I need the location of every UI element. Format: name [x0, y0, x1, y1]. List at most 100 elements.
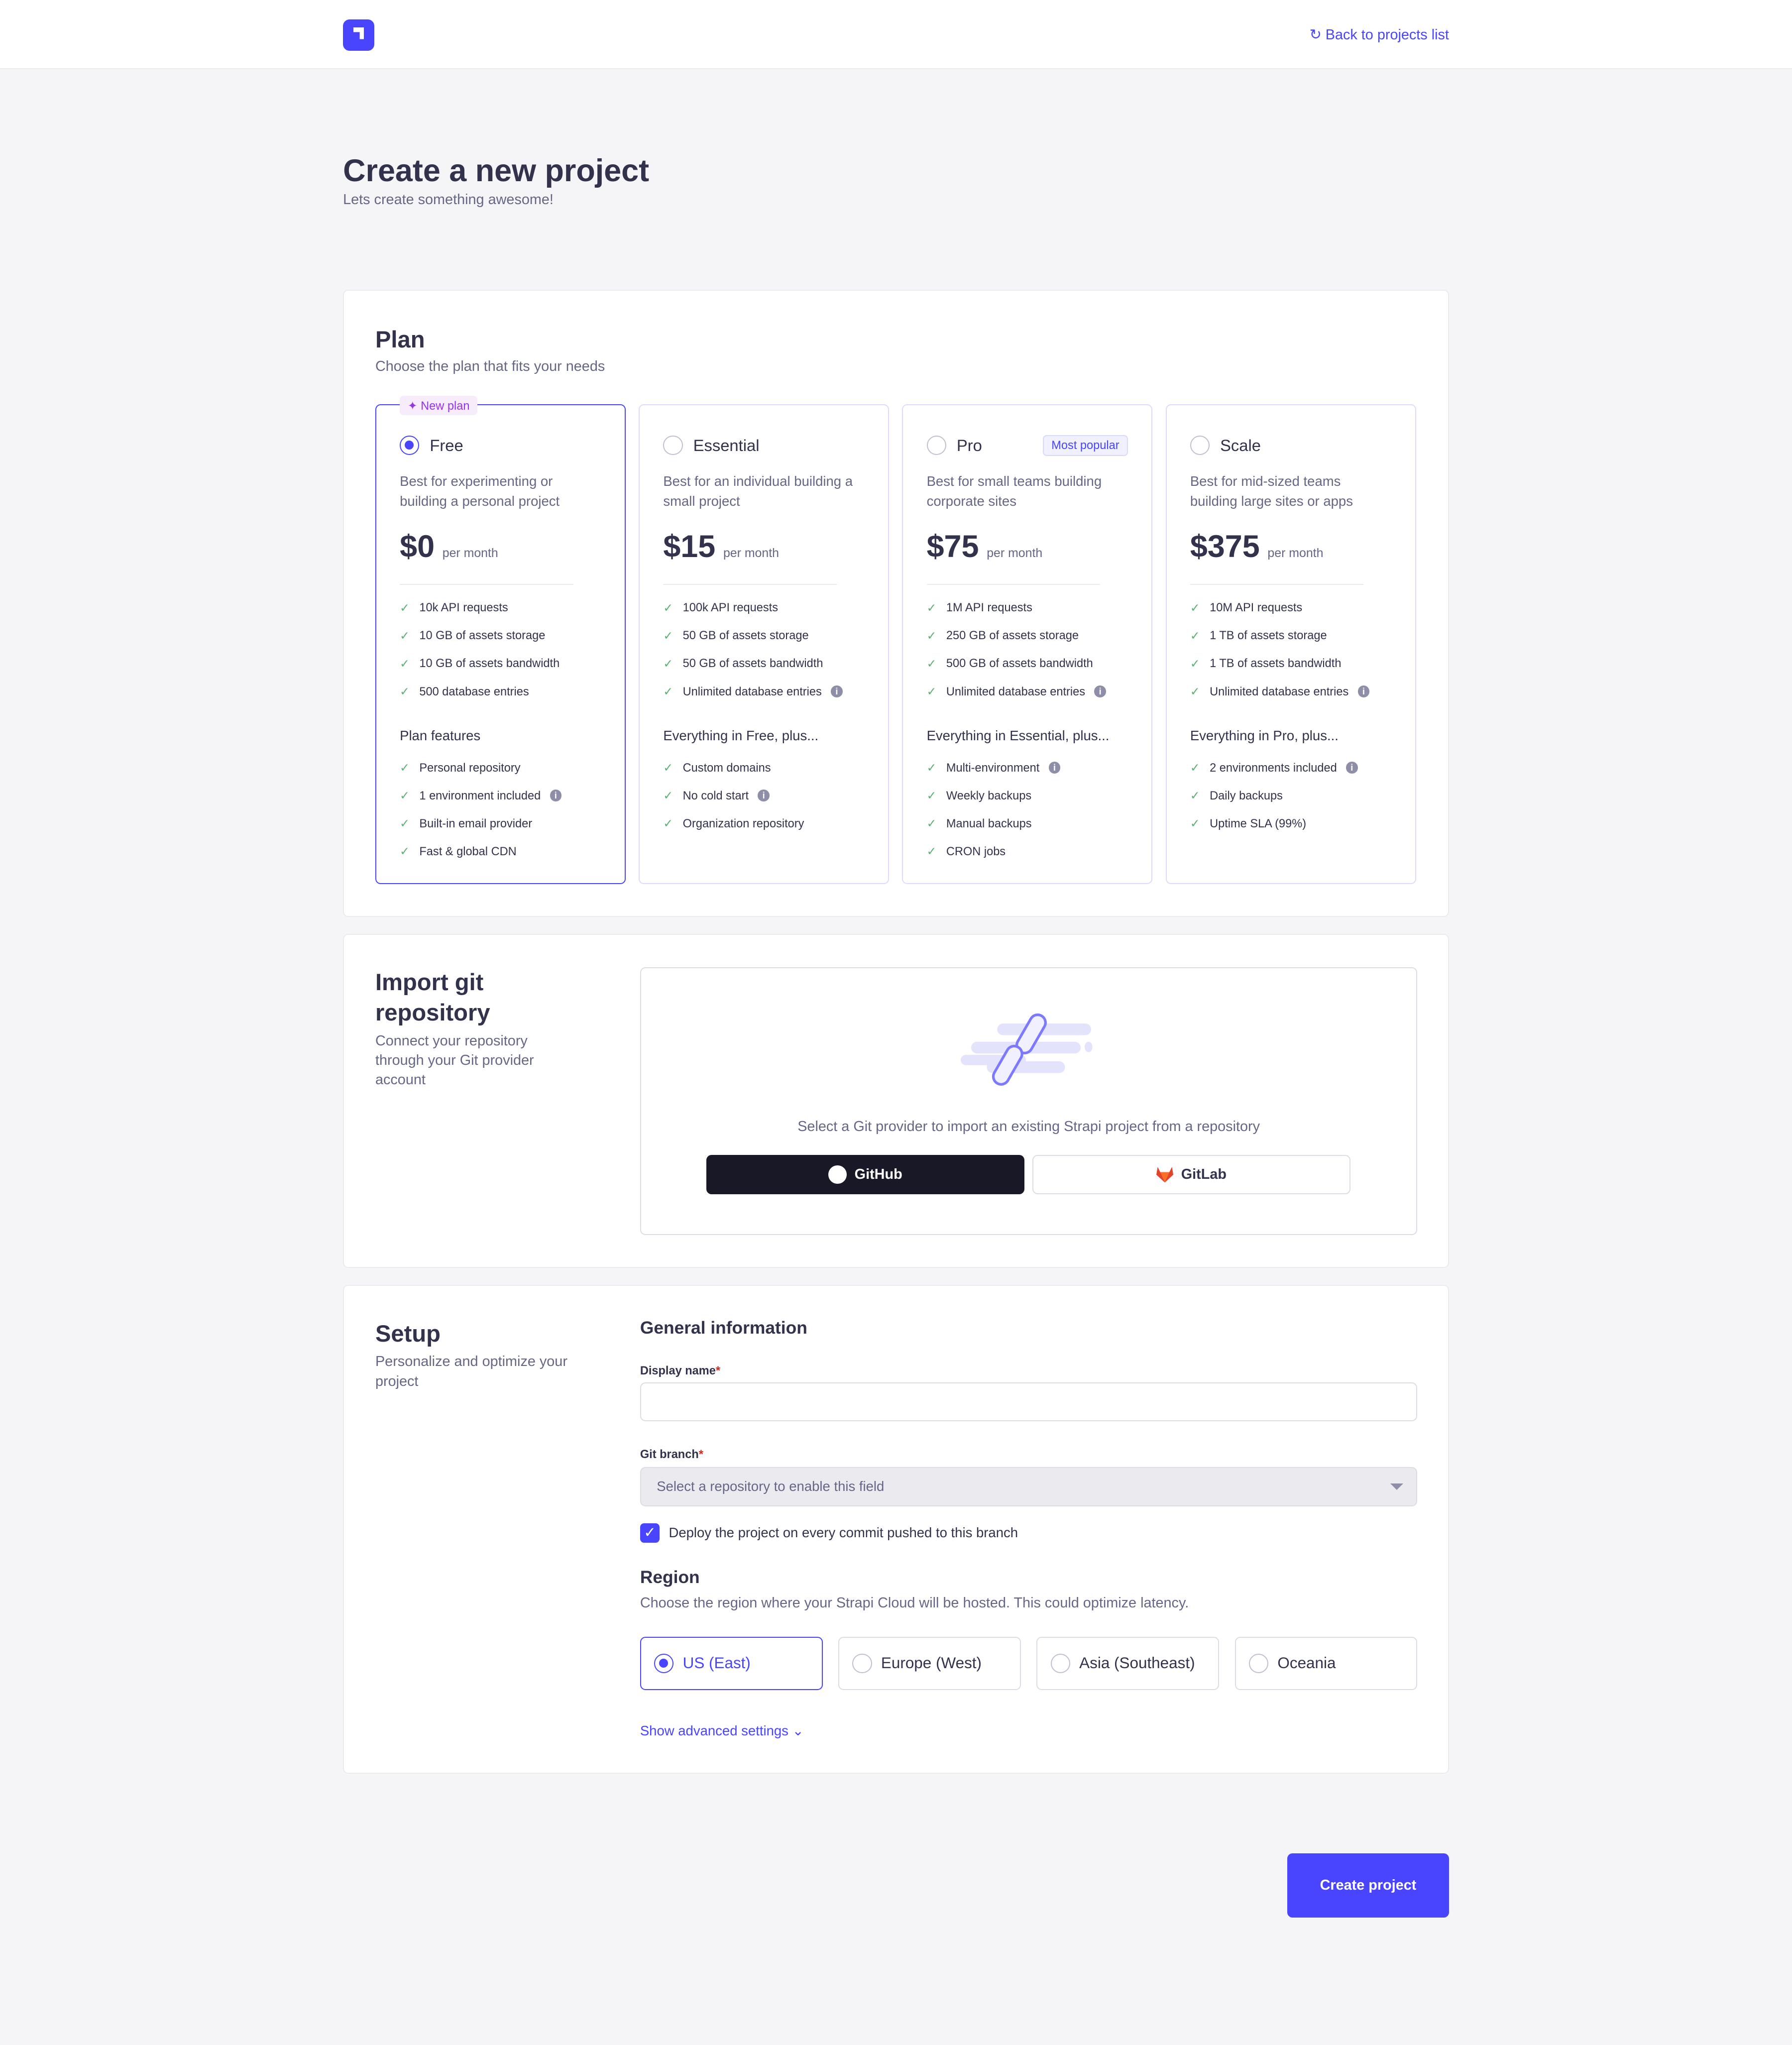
show-advanced-settings-link[interactable]: Show advanced settings ⌄ [640, 1723, 804, 1739]
git-provider-prompt: Select a Git provider to import an exist… [797, 1119, 1260, 1135]
deploy-checkbox-row[interactable]: ✓ Deploy the project on every commit pus… [640, 1523, 1018, 1543]
plan-feature: ✓ Custom domains [663, 754, 865, 782]
sparkle-icon: ✦ [407, 399, 421, 412]
new-plan-badge: ✦ New plan [400, 396, 478, 415]
region-option[interactable]: Europe (West) [838, 1636, 1021, 1691]
check-icon: ✓ [926, 817, 937, 830]
region-radio[interactable] [1248, 1653, 1269, 1673]
gitlab-label: GitLab [1181, 1166, 1227, 1182]
feature-text: Weekly backups [946, 789, 1032, 802]
region-option[interactable]: Asia (Southeast) [1036, 1636, 1220, 1691]
check-icon: ✓ [663, 817, 673, 830]
info-icon[interactable]: i [1346, 762, 1358, 774]
region-option[interactable]: Oceania [1234, 1636, 1418, 1691]
feature-text: Manual backups [946, 816, 1032, 830]
price-period: per month [442, 546, 498, 561]
plan-radio[interactable] [1190, 436, 1210, 455]
check-icon: ✓ [663, 629, 673, 642]
display-name-label-text: Display name [640, 1364, 716, 1377]
page-title: Create a new project [343, 153, 650, 188]
info-icon[interactable]: i [1357, 685, 1370, 697]
git-provider-box: Select a Git provider to import an exist… [640, 967, 1418, 1235]
region-option[interactable]: US (East) [640, 1636, 823, 1691]
check-icon: ✓ [926, 845, 937, 858]
limit-text: 500 GB of assets bandwidth [946, 657, 1093, 670]
plan-card-scale[interactable]: Scale Best for mid-sized teams building l… [1165, 404, 1416, 884]
check-icon: ✓ [400, 657, 410, 670]
chevron-down-icon: ⌄ [792, 1722, 804, 1738]
region-radio[interactable] [1050, 1653, 1070, 1673]
plan-description: Best for experimenting or building a per… [400, 473, 560, 509]
plan-radio[interactable] [926, 436, 946, 455]
plan-radio[interactable] [400, 436, 420, 455]
region-radio[interactable] [852, 1653, 872, 1673]
github-icon [828, 1165, 847, 1184]
info-icon[interactable]: i [550, 790, 562, 801]
feature-text: Daily backups [1210, 789, 1283, 802]
features-heading: Everything in Essential, plus... [926, 727, 1110, 743]
plan-feature: ✓ Weekly backups [927, 782, 1128, 809]
display-name-input[interactable] [640, 1382, 1418, 1422]
import-section: Import git repository Connect your repos… [343, 933, 1449, 1268]
region-name: Asia (Southeast) [1079, 1654, 1195, 1672]
info-icon[interactable]: i [1048, 762, 1061, 774]
create-project-button[interactable]: Create project [1287, 1853, 1449, 1918]
info-icon[interactable]: i [1094, 685, 1106, 697]
plan-card-free[interactable]: ✦ New plan Free Best for experimenting or … [375, 396, 626, 884]
region-name: US (East) [682, 1654, 751, 1672]
check-icon: ✓ [1190, 817, 1200, 830]
gitlab-icon [1156, 1166, 1174, 1183]
git-branch-select[interactable]: Select a repository to enable this field [640, 1467, 1418, 1506]
setup-section: Setup Personalize and optimize your proj… [343, 1284, 1449, 1774]
plan-limit: ✓ 250 GB of assets storage [927, 622, 1128, 650]
check-icon: ✓ [663, 601, 673, 614]
info-icon[interactable]: i [831, 685, 843, 697]
plan-radio[interactable] [663, 436, 683, 455]
import-title: Import git repository [375, 969, 490, 1025]
most-popular-badge: Most popular [1042, 435, 1128, 456]
region-radio[interactable] [654, 1653, 674, 1673]
plan-limit: ✓ 1 TB of assets storage [1190, 622, 1392, 650]
check-icon: ✓ [400, 601, 410, 614]
check-icon: ✓ [1190, 601, 1200, 614]
gitlab-button[interactable]: GitLab [1032, 1155, 1351, 1194]
check-icon: ✓ [400, 685, 410, 698]
plan-limit: ✓ 10 GB of assets storage [400, 622, 601, 650]
plan-limit: ✓ 500 database entries [400, 678, 601, 705]
top-bar: ↻ Back to projects list [0, 0, 1792, 69]
feature-text: 1 environment included [419, 789, 541, 802]
feature-text: Uptime SLA (99%) [1210, 816, 1307, 830]
feature-text: Built-in email provider [419, 816, 533, 830]
limit-text: 500 database entries [419, 684, 529, 698]
check-icon: ✓ [663, 685, 673, 698]
plan-name: Pro [956, 436, 982, 454]
check-icon: ✓ [926, 629, 937, 642]
github-button[interactable]: GitHub [706, 1155, 1025, 1194]
plan-description: Best for mid-sized teams building large … [1190, 473, 1353, 509]
plan-section: Plan Choose the plan that fits your need… [343, 289, 1449, 917]
strapi-logo[interactable] [343, 19, 374, 51]
back-to-projects-link[interactable]: ↻ Back to projects list [1310, 26, 1449, 43]
info-icon[interactable]: i [758, 790, 770, 801]
plan-feature: ✓ Daily backups [1190, 782, 1392, 809]
chevron-down-icon [1390, 1483, 1404, 1490]
plan-title: Plan [375, 326, 425, 353]
plan-name: Free [430, 436, 463, 454]
region-name: Europe (West) [881, 1654, 982, 1672]
plan-name: Scale [1220, 436, 1261, 454]
deploy-label: Deploy the project on every commit pushe… [669, 1525, 1018, 1541]
feature-text: Multi-environment [946, 761, 1040, 774]
plan-card-essential[interactable]: Essential Best for an individual building… [639, 404, 890, 884]
plan-feature: ✓ No cold start i [663, 782, 865, 809]
price-period: per month [1267, 546, 1324, 561]
deploy-checkbox[interactable]: ✓ [640, 1523, 660, 1543]
limit-text: 1 TB of assets storage [1210, 629, 1327, 642]
plan-feature: ✓ Organization repository [663, 809, 865, 837]
check-icon: ✓ [663, 761, 673, 775]
feature-text: Fast & global CDN [419, 844, 517, 858]
plan-card-pro[interactable]: Pro Most popular Best for small teams buil… [902, 404, 1153, 884]
region-name: Oceania [1277, 1654, 1336, 1672]
git-branch-label: Git branch* [640, 1448, 703, 1461]
plan-limit: ✓ 1M API requests [927, 594, 1128, 622]
setup-title: Setup [375, 1320, 441, 1347]
